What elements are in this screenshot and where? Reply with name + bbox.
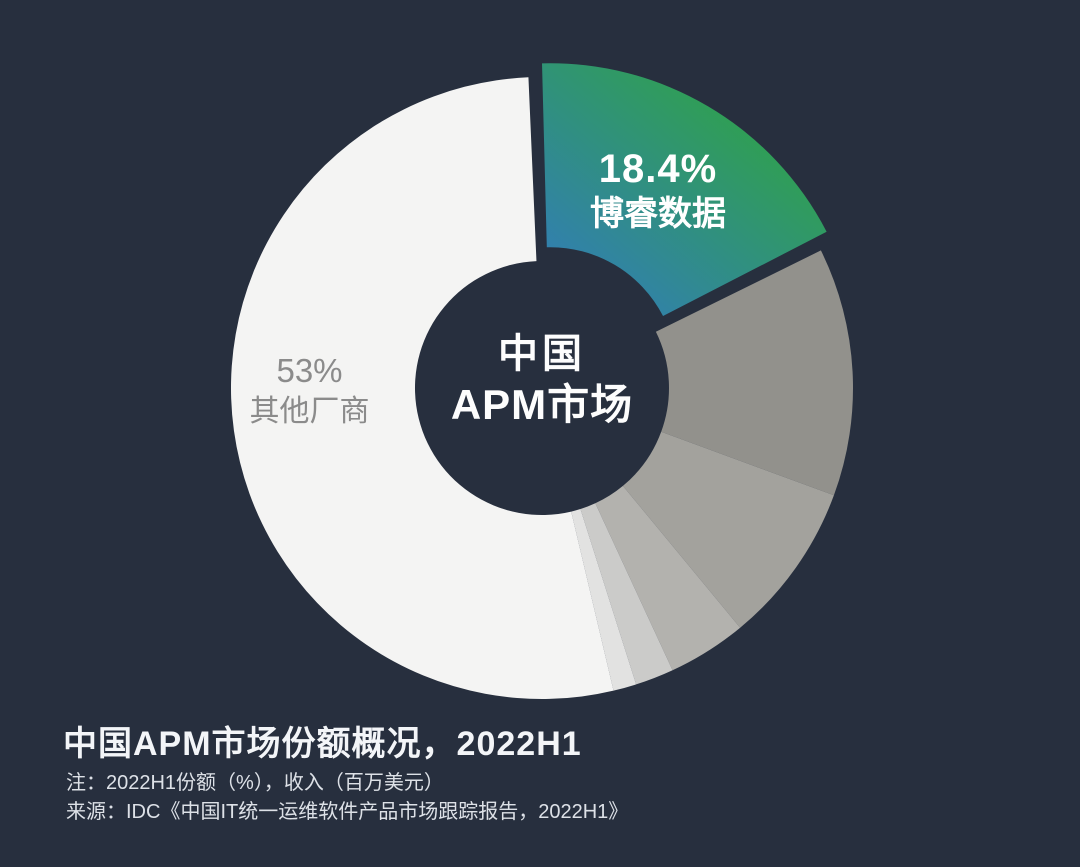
chart-source: 来源：IDC《中国IT统一运维软件产品市场跟踪报告，2022H1》	[66, 801, 629, 823]
pie-slice-博睿数据	[542, 63, 827, 317]
pie-slice-unlabeled-1	[655, 250, 853, 496]
pie-slice-unlabeled-2	[622, 431, 834, 628]
pie-slice-其他厂商	[230, 77, 614, 700]
pie-slice-unlabeled-5	[571, 509, 637, 691]
pie-slice-unlabeled-3	[595, 485, 741, 671]
chart-note: 注：2022H1份额（%），收入（百万美元）	[66, 772, 444, 794]
chart-title: 中国APM市场份额概况，2022H1	[63, 725, 582, 763]
pie-slice-unlabeled-4	[580, 503, 673, 685]
